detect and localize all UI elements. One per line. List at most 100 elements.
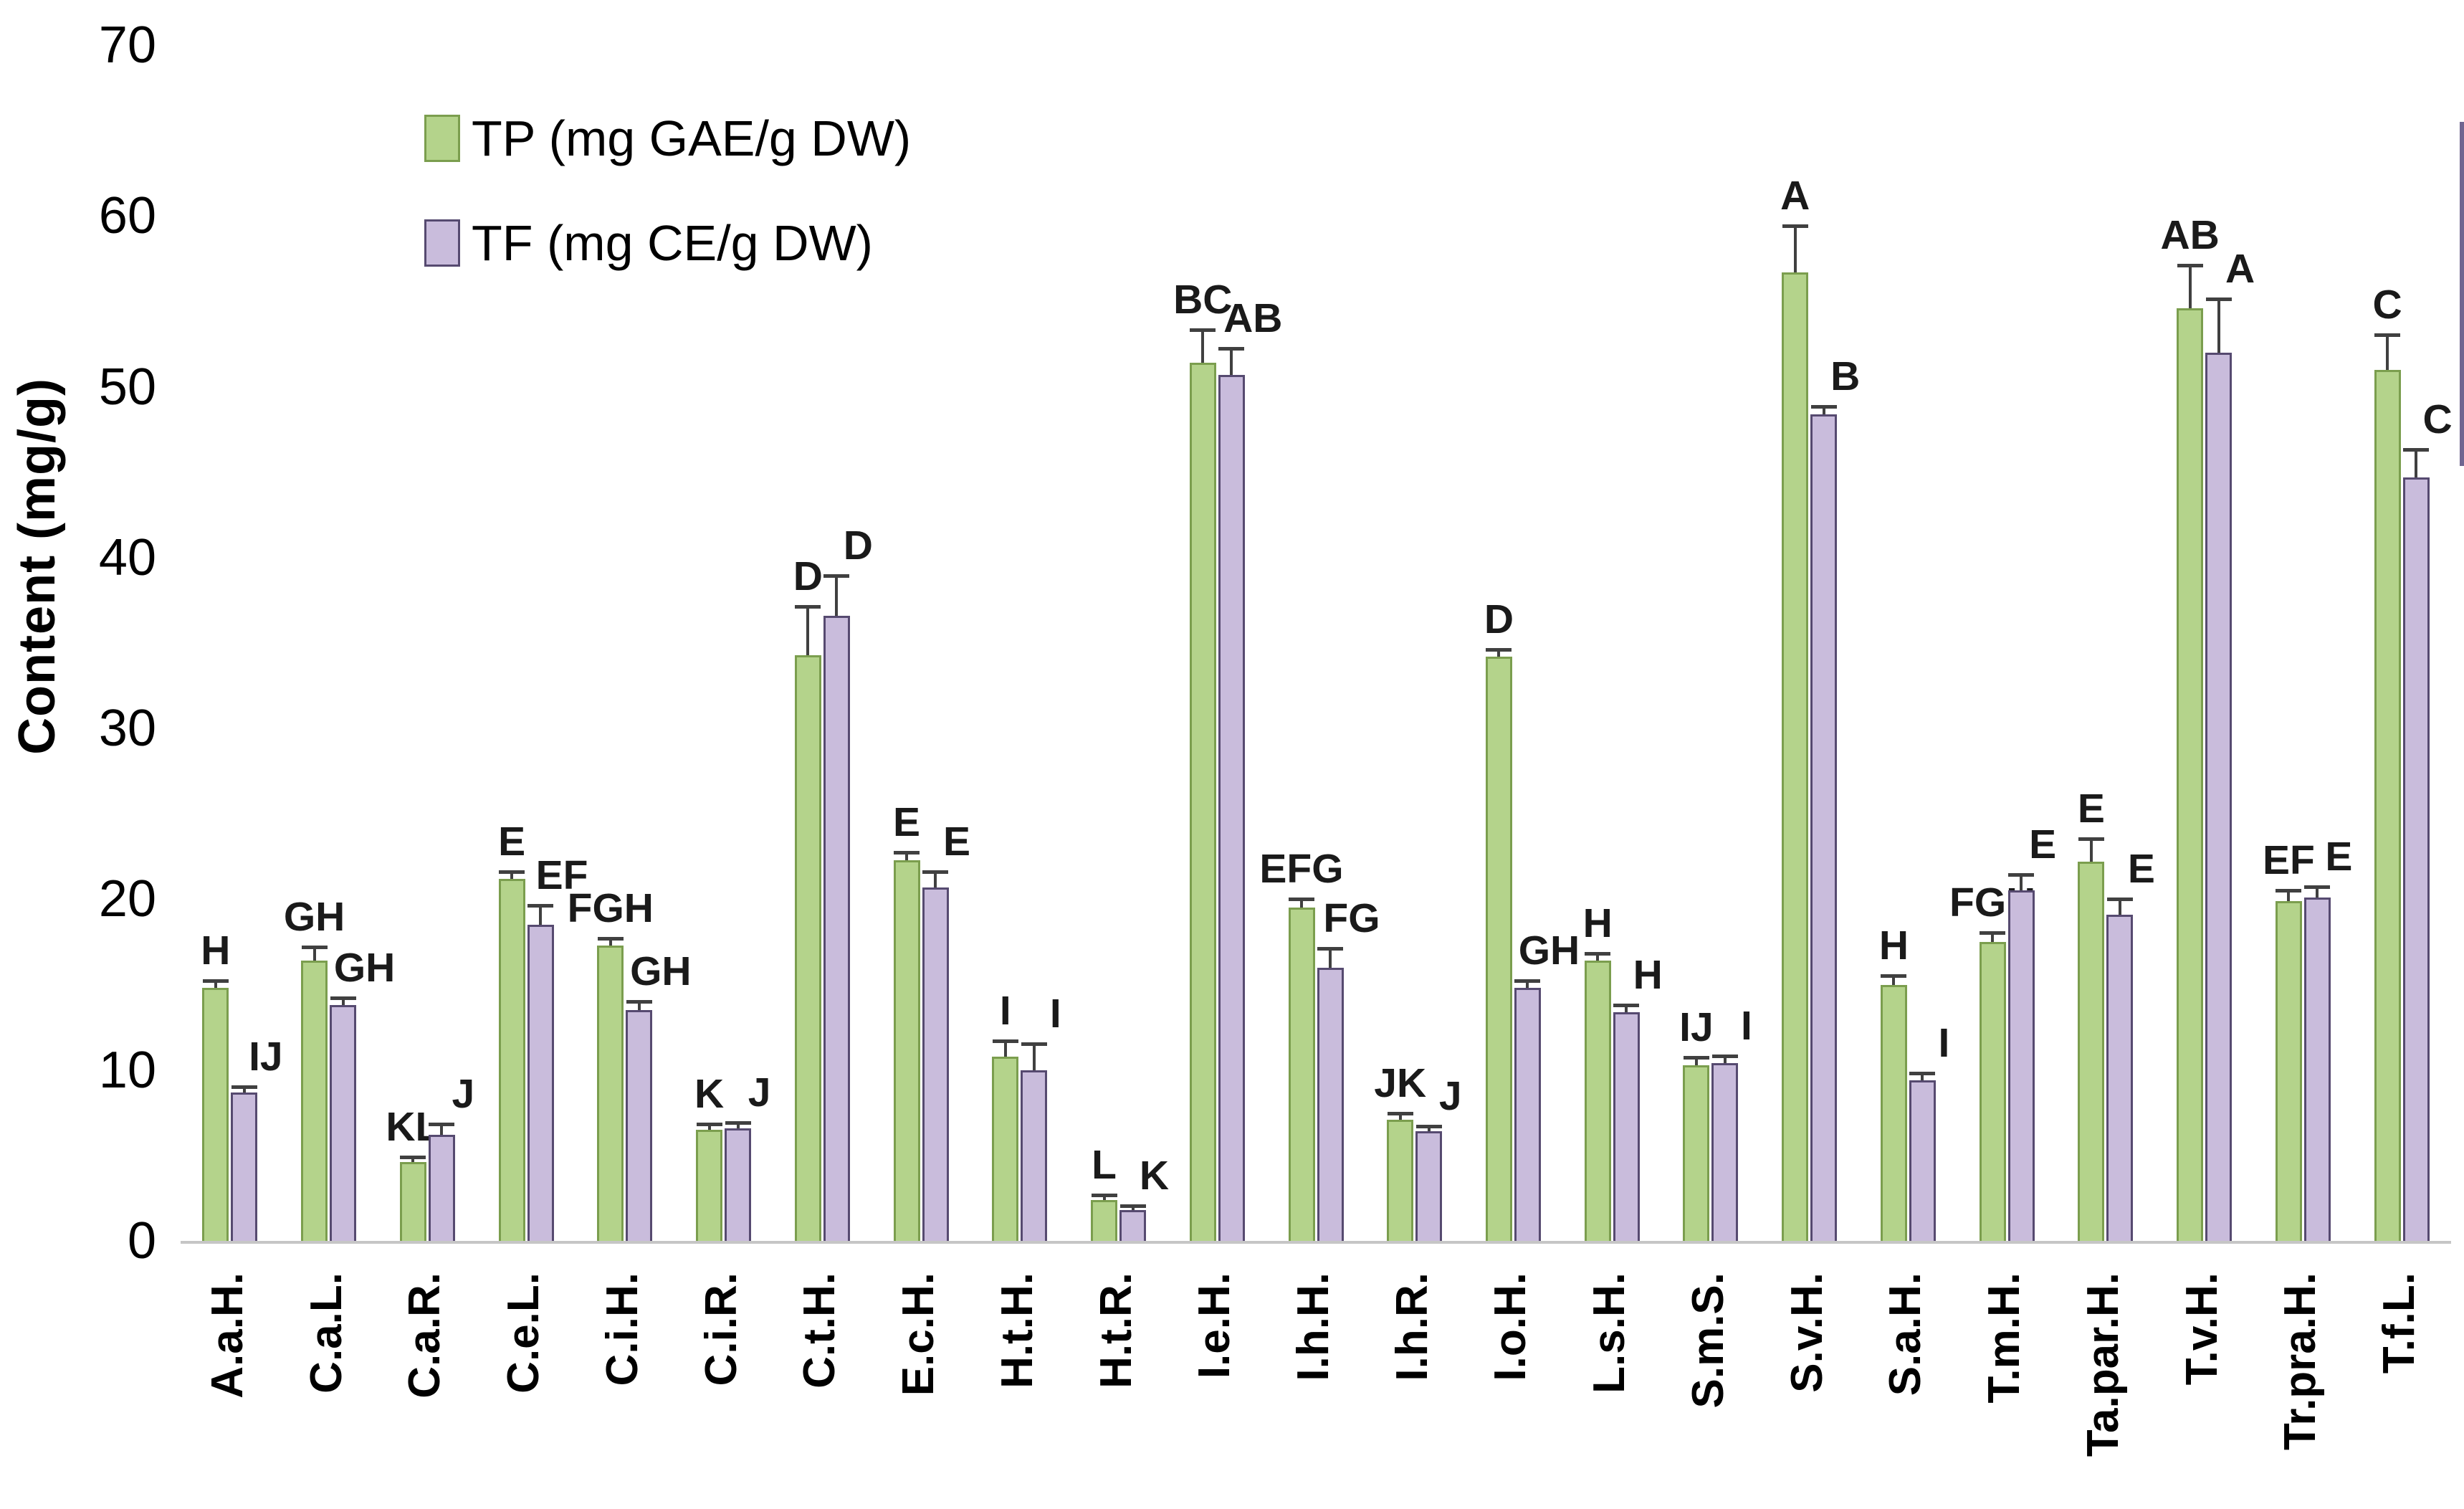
significance-letter: K: [1139, 1152, 1170, 1199]
significance-letter: I: [1049, 991, 1061, 1037]
error-bar-line: [1427, 1128, 1431, 1132]
error-bar-line: [2188, 267, 2192, 308]
tp-bar-svh: [1782, 272, 1809, 1241]
x-category-label: H.t.H.: [992, 1272, 1042, 1389]
x-category-label: E.c.H.: [894, 1272, 944, 1396]
error-bar-line: [1596, 956, 1600, 961]
tp-bar-sah: [1880, 984, 1907, 1241]
legend-item-tf: TF (mg CE/g DW): [424, 218, 911, 268]
tf-bar-trprah: [2303, 898, 2331, 1241]
y-tick-label: 60: [98, 187, 156, 245]
tf-bar-hth: [1021, 1070, 1048, 1241]
error-bar-line: [1892, 978, 1896, 985]
significance-letter: C: [2372, 282, 2402, 328]
x-axis-line: [181, 1241, 2451, 1244]
error-bar-line: [2089, 841, 2093, 862]
tp-bar-cal: [301, 961, 328, 1241]
error-bar-cap: [231, 1085, 257, 1089]
significance-letter: H: [1582, 900, 1613, 947]
error-bar-cap: [2276, 888, 2302, 892]
x-category-label: I.h.H.: [1289, 1272, 1338, 1381]
error-bar-cap: [894, 851, 920, 855]
significance-letter: B: [1830, 353, 1861, 400]
significance-letter: EF: [2262, 837, 2315, 883]
significance-letter: J: [748, 1069, 771, 1115]
tf-bar-cal: [330, 1005, 357, 1241]
tf-bar-sms: [1711, 1063, 1739, 1241]
x-category-label: T.f.L.: [2374, 1272, 2425, 1374]
x-category-label: C.i.H.: [597, 1272, 647, 1386]
error-bar-cap: [499, 870, 525, 874]
error-bar-cap: [2403, 448, 2430, 452]
significance-letter: GH: [1518, 928, 1580, 974]
error-bar-cap: [2177, 263, 2203, 267]
error-bar-cap: [301, 945, 328, 949]
error-bar-line: [2287, 892, 2291, 901]
error-bar-line: [1230, 351, 1233, 375]
x-category-label: C.e.L.: [499, 1272, 549, 1394]
tp-bar-tfl: [2374, 369, 2401, 1241]
significance-letter: IJ: [1679, 1004, 1714, 1051]
significance-letter: H: [201, 928, 231, 974]
x-category-label: T.v.H.: [2177, 1272, 2227, 1386]
error-bar-cap: [2008, 873, 2035, 877]
error-bar-cap: [626, 999, 652, 1004]
error-bar-line: [1694, 1060, 1698, 1065]
tf-bar-ioh: [1514, 988, 1541, 1241]
tf-bar-aah: [231, 1092, 258, 1241]
significance-letter: GH: [630, 948, 692, 994]
tf-bar-cth: [823, 615, 850, 1241]
error-bar-cap: [696, 1123, 722, 1127]
error-bar-line: [1921, 1075, 1924, 1080]
tf-bar-cih: [626, 1010, 653, 1241]
x-category-label: C.a.L.: [301, 1272, 351, 1394]
error-bar-line: [1723, 1058, 1727, 1064]
tf-bar-taparh: [2106, 914, 2134, 1241]
x-category-label: L.s.H.: [1585, 1272, 1635, 1394]
significance-letter: E: [943, 818, 971, 865]
x-category-label: I.o.H.: [1486, 1272, 1536, 1381]
error-bar-line: [242, 1088, 246, 1093]
tp-bar-cir: [696, 1130, 723, 1241]
error-bar-cap: [2205, 297, 2232, 302]
x-category-label: S.v.H.: [1782, 1272, 1832, 1393]
error-bar-line: [1131, 1207, 1135, 1211]
error-bar-cap: [1021, 1042, 1047, 1047]
error-bar-line: [1625, 1006, 1628, 1012]
tp-bar-car: [399, 1162, 426, 1241]
error-bar-line: [214, 983, 217, 989]
y-tick-label: 40: [98, 528, 156, 586]
significance-letter: AB: [2160, 211, 2220, 258]
tf-bar-car: [428, 1135, 455, 1241]
tp-bar-hth: [992, 1056, 1019, 1241]
tp-bar-cth: [794, 654, 821, 1241]
tp-bar-ihr: [1387, 1119, 1414, 1241]
tf-bar-ihh: [1317, 967, 1344, 1241]
significance-letter: E: [2127, 845, 2155, 892]
error-bar-line: [2386, 337, 2389, 370]
significance-letter: K: [694, 1071, 725, 1118]
significance-letter: BC: [1173, 277, 1233, 323]
x-category-label: C.a.R.: [400, 1272, 450, 1399]
error-bar-line: [539, 908, 543, 925]
tp-bar-trprah: [2275, 900, 2302, 1241]
tp-bar-cel: [498, 878, 525, 1241]
tf-bar-cir: [725, 1128, 752, 1241]
tp-bar-tvh: [2177, 308, 2204, 1241]
significance-letter: GH: [333, 944, 396, 991]
legend-label-tp: TP (mg GAE/g DW): [472, 110, 912, 166]
error-bar-cap: [1782, 224, 1808, 228]
tp-bar-ioh: [1485, 657, 1512, 1241]
error-bar-cap: [202, 979, 229, 984]
error-bar-line: [934, 873, 937, 887]
y-tick-label: 30: [98, 700, 156, 758]
y-tick-label: 20: [98, 870, 156, 928]
tf-bar-tfl: [2402, 477, 2430, 1241]
tp-series-swatch-icon: [424, 115, 460, 162]
tp-bar-sms: [1683, 1065, 1710, 1241]
x-category-label: H.t.R.: [1091, 1272, 1141, 1389]
error-bar-cap: [1711, 1055, 1738, 1059]
tp-bar-cih: [597, 945, 624, 1241]
significance-letter: E: [2077, 786, 2105, 832]
